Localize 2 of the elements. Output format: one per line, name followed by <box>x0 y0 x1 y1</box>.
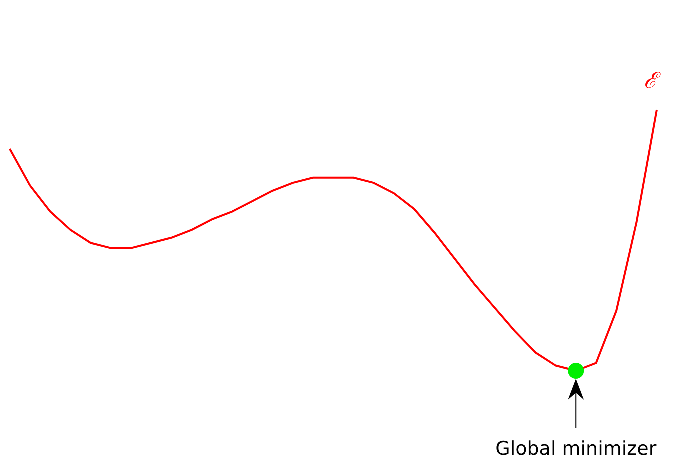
text: Global minimizer <box>496 438 657 460</box>
series-label: ℰ <box>644 69 661 94</box>
